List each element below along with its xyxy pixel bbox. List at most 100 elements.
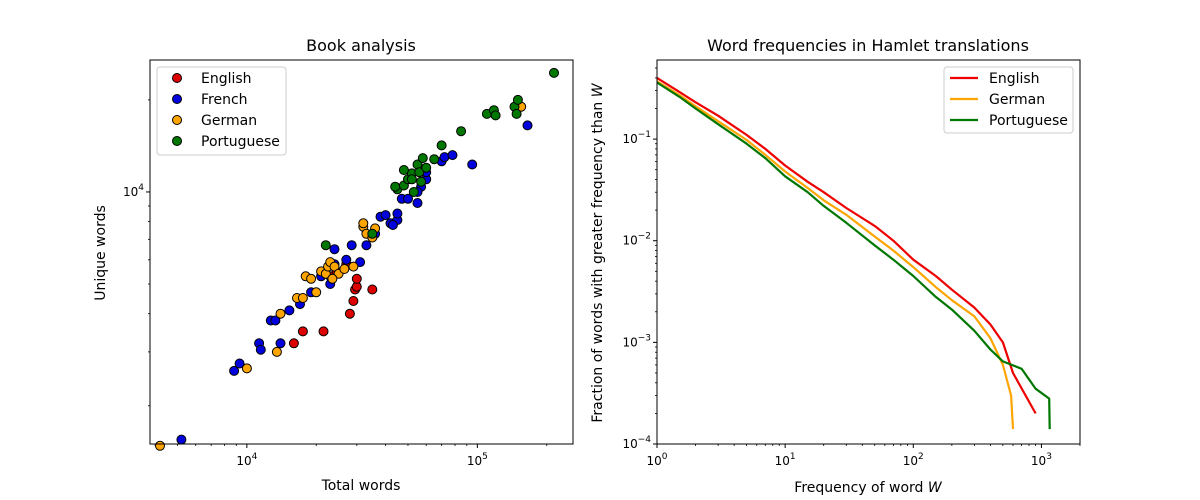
x-tick-label: 103 [1031, 452, 1052, 468]
scatter-point [456, 126, 467, 137]
legend-marker [172, 115, 182, 125]
x-axis-label: Total words [321, 478, 401, 494]
scatter-point [412, 198, 423, 208]
legend: English German Portuguese [943, 66, 1074, 134]
y-axis-label-var: W [590, 82, 606, 97]
x-tick-label: 105 [467, 452, 488, 468]
y-tick-label: 10−1 [622, 130, 651, 146]
y-axis-label: Unique words [93, 205, 109, 301]
series-french [176, 120, 533, 445]
scatter-point [320, 240, 331, 251]
scatter-point [351, 273, 362, 284]
tick-label-base: 10 [236, 454, 251, 468]
scatter-point [512, 94, 523, 105]
tick-label-exponent: 1 [790, 452, 796, 462]
scatter-point [288, 338, 299, 349]
tick-label-exponent: 2 [918, 452, 924, 462]
scatter-point [306, 273, 317, 284]
scatter-point [275, 338, 286, 349]
scatter-point [417, 153, 428, 164]
legend: English French German Portuguese [156, 66, 287, 156]
line-series [656, 76, 1051, 430]
tick-label-base: 10 [622, 234, 637, 248]
scatter-point [367, 228, 378, 239]
scatter-point [344, 308, 355, 319]
legend-label: German [201, 113, 257, 129]
x-axis-label-text: Frequency of word [794, 480, 928, 496]
scatter-point [416, 176, 427, 187]
series-portuguese [320, 67, 559, 251]
scatter-point [361, 240, 372, 251]
tick-label-base: 10 [646, 454, 661, 468]
tick-label-base: 10 [622, 335, 637, 349]
line-portuguese [656, 81, 1051, 430]
scatter-point [234, 358, 245, 369]
y-tick-label: 104 [123, 183, 144, 199]
y-tick-label: 10−4 [622, 435, 651, 451]
legend-marker [172, 73, 182, 83]
x-tick-label: 101 [775, 452, 796, 468]
scatter-point [408, 187, 419, 197]
scatter-point [380, 210, 391, 221]
tick-label-base: 10 [622, 132, 637, 146]
scatter-point [339, 264, 350, 274]
line-english [656, 76, 1037, 414]
scatter-point [229, 365, 240, 376]
scatter-point [270, 315, 281, 326]
tick-label-base: 10 [622, 437, 637, 451]
scatter-point [284, 305, 295, 316]
scatter-point [421, 162, 432, 173]
chart-book-analysis: Book analysis Total words Unique words 1… [93, 36, 574, 494]
scatter-point [275, 308, 286, 319]
chart-title: Book analysis [306, 36, 416, 55]
scatter-point [367, 284, 378, 295]
legend-label: English [201, 71, 252, 87]
scatter-point [387, 220, 398, 230]
chart-title-text: Word frequencies in Hamlet translations [707, 36, 1029, 55]
tick-label-exponent: 5 [482, 452, 488, 462]
tick-label-exponent: 3 [1046, 452, 1052, 462]
y-tick-label: 10−2 [622, 232, 651, 248]
scatter-point [436, 140, 447, 151]
scatter-point [414, 167, 425, 178]
plot-frame [656, 59, 1081, 445]
scatter-point [447, 150, 458, 161]
scatter-point [403, 193, 413, 204]
scatter-point [392, 208, 403, 219]
tick-label-exponent: 4 [138, 183, 144, 193]
tick-label-exponent: −2 [638, 232, 651, 242]
scatter-point [348, 296, 359, 306]
scatter-point [297, 293, 308, 303]
legend-label: Portuguese [989, 113, 1068, 129]
x-tick-label: 104 [236, 452, 257, 468]
tick-label-base: 10 [775, 454, 790, 468]
tick-label-base: 10 [123, 185, 138, 199]
scatter-point [327, 273, 338, 284]
scatter-point [390, 181, 401, 192]
tick-label-base: 10 [903, 454, 918, 468]
scatter-point [341, 254, 352, 265]
scatter-point [522, 120, 533, 131]
line-german [656, 80, 1015, 430]
scatter-point [346, 240, 357, 251]
tick-label-exponent: 4 [252, 452, 258, 462]
scatter-point [429, 154, 440, 165]
tick-label-exponent: −4 [638, 435, 652, 445]
legend-box [943, 66, 1074, 134]
scatter-point [348, 261, 359, 272]
plot-frame [149, 59, 574, 445]
scatter-point [549, 67, 559, 78]
scatter-point [467, 159, 478, 170]
tick-label-base: 10 [467, 454, 482, 468]
scatter-point [358, 218, 369, 229]
scatter-point [297, 326, 308, 337]
legend-label: Portuguese [201, 134, 280, 150]
scatter-point [511, 108, 522, 119]
scatter-point [318, 326, 329, 337]
x-axis-label-var: W [928, 480, 943, 496]
tick-label-base: 10 [1031, 454, 1046, 468]
scatter-point [271, 346, 282, 357]
y-tick-label: 10−3 [622, 333, 651, 349]
